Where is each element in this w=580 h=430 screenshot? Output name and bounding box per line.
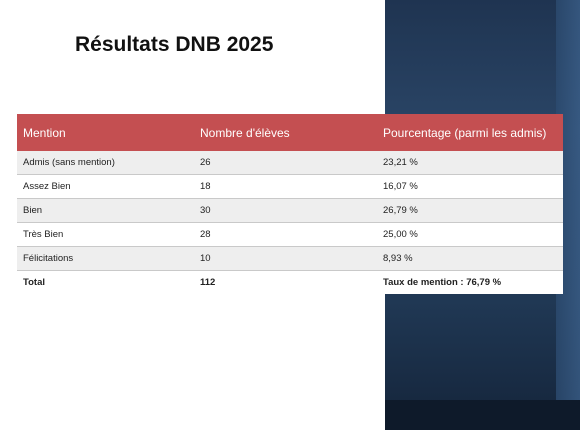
cell-percent: 16,07 % xyxy=(377,174,563,199)
cell-count: 28 xyxy=(194,222,377,247)
table-row: Bien 30 26,79 % xyxy=(17,198,563,223)
cell-mention: Admis (sans mention) xyxy=(17,151,194,175)
cell-percent: 23,21 % xyxy=(377,151,563,175)
cell-count: 10 xyxy=(194,246,377,271)
cell-mention: Félicitations xyxy=(17,246,194,271)
cell-count: 26 xyxy=(194,151,377,175)
cell-mention: Bien xyxy=(17,198,194,223)
slide-title: Résultats DNB 2025 xyxy=(75,33,274,56)
table-row: Très Bien 28 25,00 % xyxy=(17,222,563,247)
cell-percent: 25,00 % xyxy=(377,222,563,247)
header-mention: Mention xyxy=(17,114,194,151)
total-rate: Taux de mention : 76,79 % xyxy=(377,270,563,294)
cell-percent: 26,79 % xyxy=(377,198,563,223)
total-label: Total xyxy=(17,270,194,294)
results-table: Mention Nombre d'élèves Pourcentage (par… xyxy=(17,114,563,294)
header-count: Nombre d'élèves xyxy=(194,114,377,151)
background-bottom-band xyxy=(385,400,580,430)
table-header-row: Mention Nombre d'élèves Pourcentage (par… xyxy=(17,114,563,151)
cell-count: 30 xyxy=(194,198,377,223)
table-row: Admis (sans mention) 26 23,21 % xyxy=(17,151,563,175)
table-total-row: Total 112 Taux de mention : 76,79 % xyxy=(17,270,563,294)
header-percent: Pourcentage (parmi les admis) xyxy=(377,114,563,151)
cell-mention: Très Bien xyxy=(17,222,194,247)
total-count: 112 xyxy=(194,270,377,294)
table-row: Assez Bien 18 16,07 % xyxy=(17,174,563,199)
cell-percent: 8,93 % xyxy=(377,246,563,271)
table-row: Félicitations 10 8,93 % xyxy=(17,246,563,271)
cell-count: 18 xyxy=(194,174,377,199)
cell-mention: Assez Bien xyxy=(17,174,194,199)
